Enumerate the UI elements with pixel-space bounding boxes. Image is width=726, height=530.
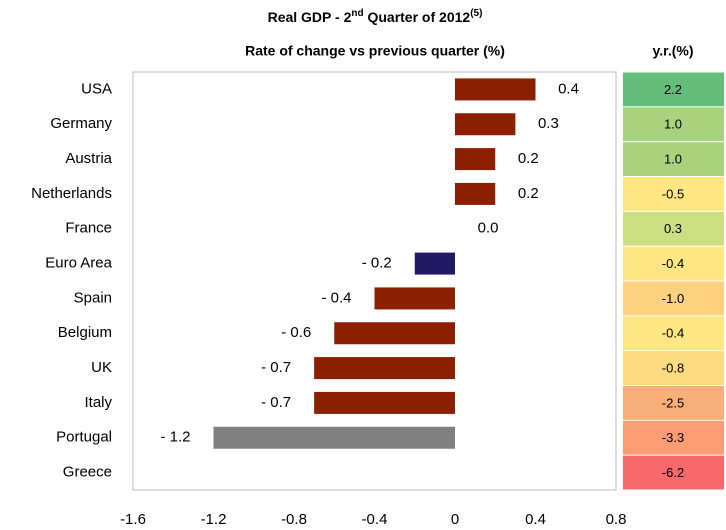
chart-title: Real GDP - 2nd Quarter of 2012(5) <box>268 8 483 25</box>
yr-cell-label: -2.5 <box>662 395 684 410</box>
data-label: - 0.4 <box>321 289 351 306</box>
x-tick-label: 0.8 <box>606 511 627 528</box>
bar <box>314 357 455 380</box>
category-label: Portugal <box>56 429 112 446</box>
yr-cell <box>623 177 724 211</box>
yr-cell-label: 2.2 <box>664 82 682 97</box>
category-label: USA <box>81 80 112 97</box>
yr-cell <box>623 142 724 176</box>
yr-cell-label: -0.4 <box>662 326 684 341</box>
data-label: - 0.2 <box>362 255 392 272</box>
bar <box>213 426 455 449</box>
yr-cell <box>623 386 724 420</box>
title-part: Real GDP - 2 <box>268 9 352 25</box>
bar <box>455 78 536 101</box>
data-label: 0.2 <box>518 185 539 202</box>
yr-cell-label: -0.8 <box>662 361 684 376</box>
bar <box>334 322 455 345</box>
yr-cell-label: 1.0 <box>664 152 682 167</box>
bar <box>414 252 455 275</box>
x-tick-label: -0.8 <box>281 511 307 528</box>
data-label: - 0.6 <box>281 324 311 341</box>
bar <box>455 113 516 136</box>
category-label: Italy <box>84 394 112 411</box>
category-label: Netherlands <box>31 185 112 202</box>
x-tick-label: 0.4 <box>525 511 546 528</box>
data-label: 0.3 <box>538 115 559 132</box>
category-label: UK <box>91 359 112 376</box>
category-label: Spain <box>74 289 112 306</box>
data-label: 0.4 <box>558 80 579 97</box>
bar <box>455 148 496 171</box>
yr-cell <box>623 211 724 246</box>
category-label: France <box>65 220 112 237</box>
yr-cell-label: -3.3 <box>662 430 684 445</box>
yr-cell <box>623 281 724 316</box>
x-tick-label: -1.2 <box>201 511 227 528</box>
title-part: Quarter of 2012 <box>364 9 471 25</box>
data-label: - 0.7 <box>261 394 291 411</box>
category-label: Belgium <box>58 324 112 341</box>
category-label: Euro Area <box>45 255 112 272</box>
yr-cell <box>623 420 724 455</box>
title-part: (5) <box>470 8 482 19</box>
yr-cell <box>623 246 724 281</box>
x-tick-label: -0.4 <box>362 511 388 528</box>
column-title: y.r.(%) <box>653 43 694 59</box>
yr-cell <box>623 107 724 142</box>
yr-cell <box>623 316 724 351</box>
yr-cell <box>623 455 724 490</box>
bar <box>455 182 496 205</box>
x-tick-label: -1.6 <box>120 511 146 528</box>
x-tick-label: 0 <box>451 511 459 528</box>
yr-cell <box>623 72 724 107</box>
category-label: Greece <box>63 464 112 481</box>
yr-cell-label: 0.3 <box>664 221 682 236</box>
yr-cell-label: -0.5 <box>662 186 684 201</box>
title-part: nd <box>351 8 363 19</box>
data-label: - 0.7 <box>261 359 291 376</box>
bar <box>374 287 455 310</box>
data-label: - 1.2 <box>160 429 190 446</box>
data-label: 0.2 <box>518 150 539 167</box>
yr-cell <box>623 351 724 385</box>
yr-cell-label: -1.0 <box>662 291 684 306</box>
yr-cell-label: -6.2 <box>662 465 684 480</box>
category-label: Germany <box>50 115 112 132</box>
bar <box>314 391 455 414</box>
data-label: 0.0 <box>478 220 499 237</box>
chart-subtitle: Rate of change vs previous quarter (%) <box>245 43 505 59</box>
category-label: Austria <box>65 150 112 167</box>
plot-frame <box>132 71 617 491</box>
yr-cell-label: 1.0 <box>664 117 682 132</box>
yr-cell-label: -0.4 <box>662 256 684 271</box>
